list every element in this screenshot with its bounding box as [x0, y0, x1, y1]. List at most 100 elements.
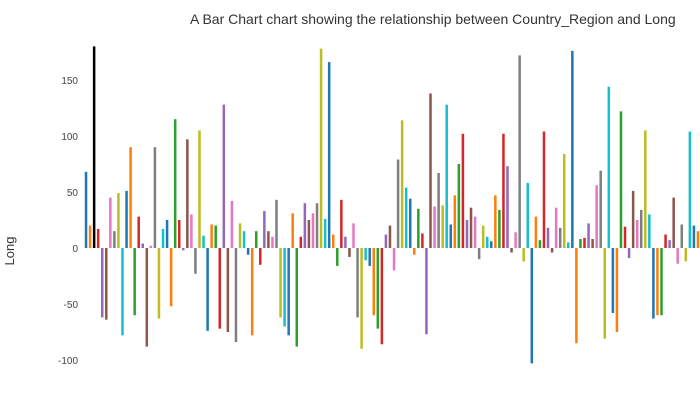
bar[interactable] [453, 195, 457, 248]
bar[interactable] [461, 133, 465, 248]
bar[interactable] [372, 248, 376, 316]
bar[interactable] [368, 248, 371, 266]
bar[interactable] [421, 233, 424, 248]
bar[interactable] [550, 248, 554, 253]
bar[interactable] [149, 245, 153, 248]
bar[interactable] [635, 220, 639, 248]
bar[interactable] [445, 104, 448, 248]
bar[interactable] [214, 225, 217, 248]
bar[interactable] [279, 248, 282, 318]
bar[interactable] [291, 213, 294, 248]
bar[interactable] [562, 153, 566, 248]
bar[interactable] [125, 190, 128, 248]
bar[interactable] [417, 208, 420, 248]
bar[interactable] [591, 239, 594, 248]
bar[interactable] [607, 86, 611, 248]
bar[interactable] [400, 120, 404, 248]
bar[interactable] [319, 48, 323, 248]
bar[interactable] [558, 227, 562, 248]
bar[interactable] [668, 240, 671, 248]
bar[interactable] [113, 231, 116, 248]
bar[interactable] [567, 242, 570, 248]
bar[interactable] [408, 198, 412, 248]
bar[interactable] [173, 119, 177, 248]
bar[interactable] [623, 226, 627, 248]
bar[interactable] [218, 248, 222, 329]
bar[interactable] [676, 248, 679, 264]
bar[interactable] [88, 225, 92, 248]
bar[interactable] [627, 248, 631, 259]
bar[interactable] [254, 231, 258, 248]
bar[interactable] [315, 203, 319, 248]
bar[interactable] [595, 185, 598, 248]
bar[interactable] [182, 248, 185, 251]
bar[interactable] [648, 214, 651, 248]
bar[interactable] [129, 147, 132, 248]
bar[interactable] [92, 46, 96, 249]
bar[interactable] [603, 248, 607, 339]
bar[interactable] [376, 248, 380, 329]
bar[interactable] [425, 248, 428, 335]
bar[interactable] [141, 243, 145, 248]
bar[interactable] [449, 224, 453, 248]
bar[interactable] [283, 248, 286, 327]
bar[interactable] [611, 248, 615, 313]
bar[interactable] [656, 248, 659, 316]
bar[interactable] [473, 216, 477, 248]
bar[interactable] [672, 197, 675, 248]
bar[interactable] [364, 248, 367, 261]
bar[interactable] [510, 248, 513, 253]
bar[interactable] [169, 248, 173, 307]
bar[interactable] [469, 207, 473, 248]
bar[interactable] [684, 248, 688, 262]
bar[interactable] [275, 199, 278, 248]
bar[interactable] [194, 248, 197, 274]
bar[interactable] [234, 248, 238, 343]
bar[interactable] [186, 139, 189, 248]
bar[interactable] [680, 224, 684, 248]
bar[interactable] [457, 164, 461, 248]
bar[interactable] [494, 195, 497, 248]
bar[interactable] [323, 218, 327, 248]
bar[interactable] [380, 248, 384, 345]
bar[interactable] [344, 236, 347, 248]
bar[interactable] [250, 248, 254, 336]
bar[interactable] [100, 248, 104, 318]
bar[interactable] [238, 223, 242, 248]
bar[interactable] [554, 207, 558, 248]
bar[interactable] [477, 248, 481, 260]
bar[interactable] [696, 231, 700, 248]
bar[interactable] [579, 239, 582, 248]
bar[interactable] [267, 231, 270, 248]
bar[interactable] [271, 236, 274, 248]
bar[interactable] [303, 203, 307, 248]
bar[interactable] [287, 248, 290, 336]
bar[interactable] [226, 248, 230, 332]
bar[interactable] [652, 248, 655, 319]
bar[interactable] [84, 171, 88, 248]
bar[interactable] [530, 248, 534, 364]
bar[interactable] [311, 213, 315, 248]
bar[interactable] [307, 220, 311, 248]
bar[interactable] [202, 235, 205, 248]
bar[interactable] [356, 248, 359, 318]
bar[interactable] [161, 228, 165, 248]
bar[interactable] [348, 248, 351, 257]
bar[interactable] [396, 159, 400, 248]
bar[interactable] [210, 224, 213, 248]
bar[interactable] [437, 172, 440, 248]
bar[interactable] [145, 248, 149, 347]
bar[interactable] [587, 223, 590, 248]
bar[interactable] [615, 248, 619, 332]
bar[interactable] [206, 248, 209, 331]
bar[interactable] [413, 248, 416, 255]
bar[interactable] [137, 216, 140, 248]
bar[interactable] [352, 223, 355, 248]
bar[interactable] [692, 225, 696, 248]
bar[interactable] [259, 248, 262, 265]
bar[interactable] [230, 200, 234, 248]
bar[interactable] [133, 248, 136, 316]
bar[interactable] [502, 133, 505, 248]
bar[interactable] [518, 55, 521, 248]
bar[interactable] [631, 190, 635, 248]
